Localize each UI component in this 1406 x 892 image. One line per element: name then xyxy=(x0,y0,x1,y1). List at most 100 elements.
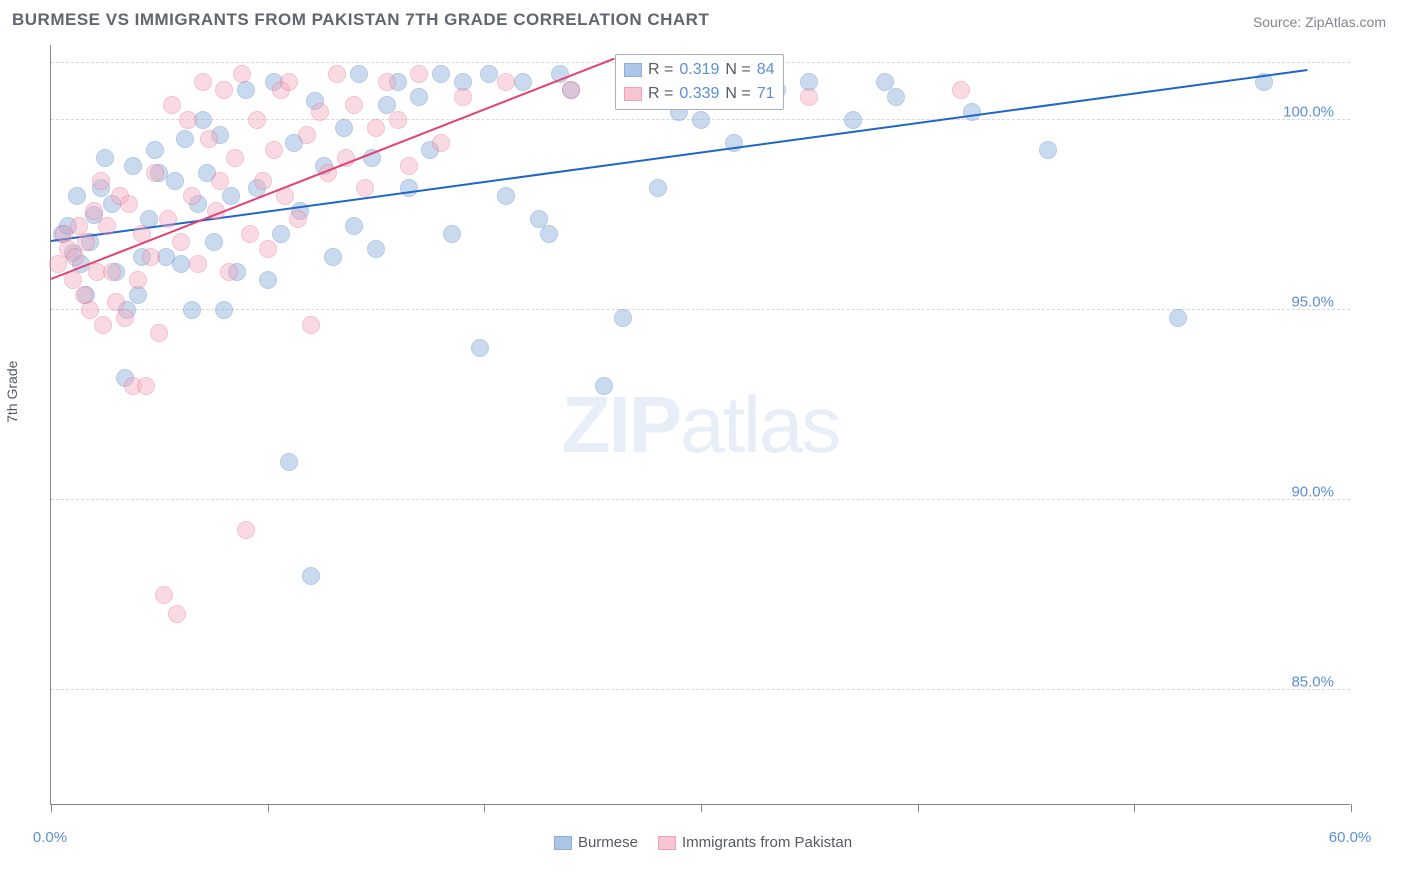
data-point xyxy=(272,225,290,243)
data-point xyxy=(692,111,710,129)
data-point xyxy=(259,240,277,258)
info-row: R = 0.319 N = 84 xyxy=(624,58,775,82)
data-point xyxy=(324,248,342,266)
data-point xyxy=(142,248,160,266)
data-point xyxy=(163,96,181,114)
data-point xyxy=(189,255,207,273)
x-tick xyxy=(484,804,485,812)
data-point xyxy=(77,233,95,251)
data-point xyxy=(311,103,329,121)
x-tick xyxy=(51,804,52,812)
data-point xyxy=(350,65,368,83)
data-point xyxy=(356,179,374,197)
data-point xyxy=(410,88,428,106)
data-point xyxy=(302,316,320,334)
data-point xyxy=(215,301,233,319)
legend-label: Immigrants from Pakistan xyxy=(682,834,852,851)
data-point xyxy=(172,255,190,273)
data-point xyxy=(389,111,407,129)
data-point xyxy=(614,309,632,327)
data-point xyxy=(280,453,298,471)
data-point xyxy=(289,210,307,228)
data-point xyxy=(514,73,532,91)
data-point xyxy=(179,111,197,129)
data-point xyxy=(92,172,110,190)
y-tick-label: 95.0% xyxy=(1291,294,1334,311)
data-point xyxy=(168,605,186,623)
data-point xyxy=(400,157,418,175)
data-point xyxy=(211,172,229,190)
data-point xyxy=(562,81,580,99)
data-point xyxy=(248,111,266,129)
data-point xyxy=(952,81,970,99)
data-point xyxy=(887,88,905,106)
data-point xyxy=(497,187,515,205)
data-point xyxy=(237,521,255,539)
r-value: 0.319 xyxy=(679,61,719,79)
data-point xyxy=(137,377,155,395)
data-point xyxy=(124,157,142,175)
data-point xyxy=(497,73,515,91)
info-row: R = 0.339 N = 71 xyxy=(624,82,775,106)
data-point xyxy=(1039,141,1057,159)
data-point xyxy=(194,73,212,91)
data-point xyxy=(595,377,613,395)
gridline xyxy=(51,309,1350,310)
data-point xyxy=(471,339,489,357)
legend-label: Burmese xyxy=(578,834,638,851)
data-point xyxy=(116,309,134,327)
r-label: R = xyxy=(648,85,673,103)
n-label: N = xyxy=(725,85,750,103)
scatter-chart: ZIPatlas 85.0%90.0%95.0%100.0% xyxy=(50,45,1350,805)
data-point xyxy=(98,217,116,235)
x-tick xyxy=(1134,804,1135,812)
r-value: 0.339 xyxy=(679,85,719,103)
data-point xyxy=(432,134,450,152)
data-point xyxy=(66,248,84,266)
y-axis-title: 7th Grade xyxy=(4,361,20,423)
data-point xyxy=(400,179,418,197)
data-point xyxy=(233,65,251,83)
data-point xyxy=(200,130,218,148)
data-point xyxy=(103,263,121,281)
watermark-zip: ZIP xyxy=(562,380,680,469)
gridline xyxy=(51,499,1350,500)
data-point xyxy=(146,141,164,159)
data-point xyxy=(159,210,177,228)
data-point xyxy=(259,271,277,289)
n-value: 71 xyxy=(757,85,775,103)
data-point xyxy=(68,187,86,205)
x-tick xyxy=(701,804,702,812)
data-point xyxy=(328,65,346,83)
data-point xyxy=(85,202,103,220)
data-point xyxy=(800,88,818,106)
data-point xyxy=(345,217,363,235)
x-tick-label: 60.0% xyxy=(1329,829,1372,846)
legend-item: Burmese xyxy=(554,834,638,851)
data-point xyxy=(241,225,259,243)
data-point xyxy=(183,187,201,205)
data-point xyxy=(265,141,283,159)
r-label: R = xyxy=(648,61,673,79)
data-point xyxy=(226,149,244,167)
data-point xyxy=(220,263,238,281)
data-point xyxy=(280,73,298,91)
data-point xyxy=(298,126,316,144)
legend-swatch xyxy=(658,836,676,850)
data-point xyxy=(454,88,472,106)
data-point xyxy=(150,324,168,342)
data-point xyxy=(480,65,498,83)
data-point xyxy=(215,81,233,99)
data-point xyxy=(176,130,194,148)
data-point xyxy=(155,586,173,604)
data-point xyxy=(81,301,99,319)
data-point xyxy=(146,164,164,182)
x-tick xyxy=(1351,804,1352,812)
data-point xyxy=(120,195,138,213)
data-point xyxy=(432,65,450,83)
data-point xyxy=(94,316,112,334)
watermark-atlas: atlas xyxy=(680,380,839,469)
data-point xyxy=(49,255,67,273)
data-point xyxy=(96,149,114,167)
data-point xyxy=(378,73,396,91)
